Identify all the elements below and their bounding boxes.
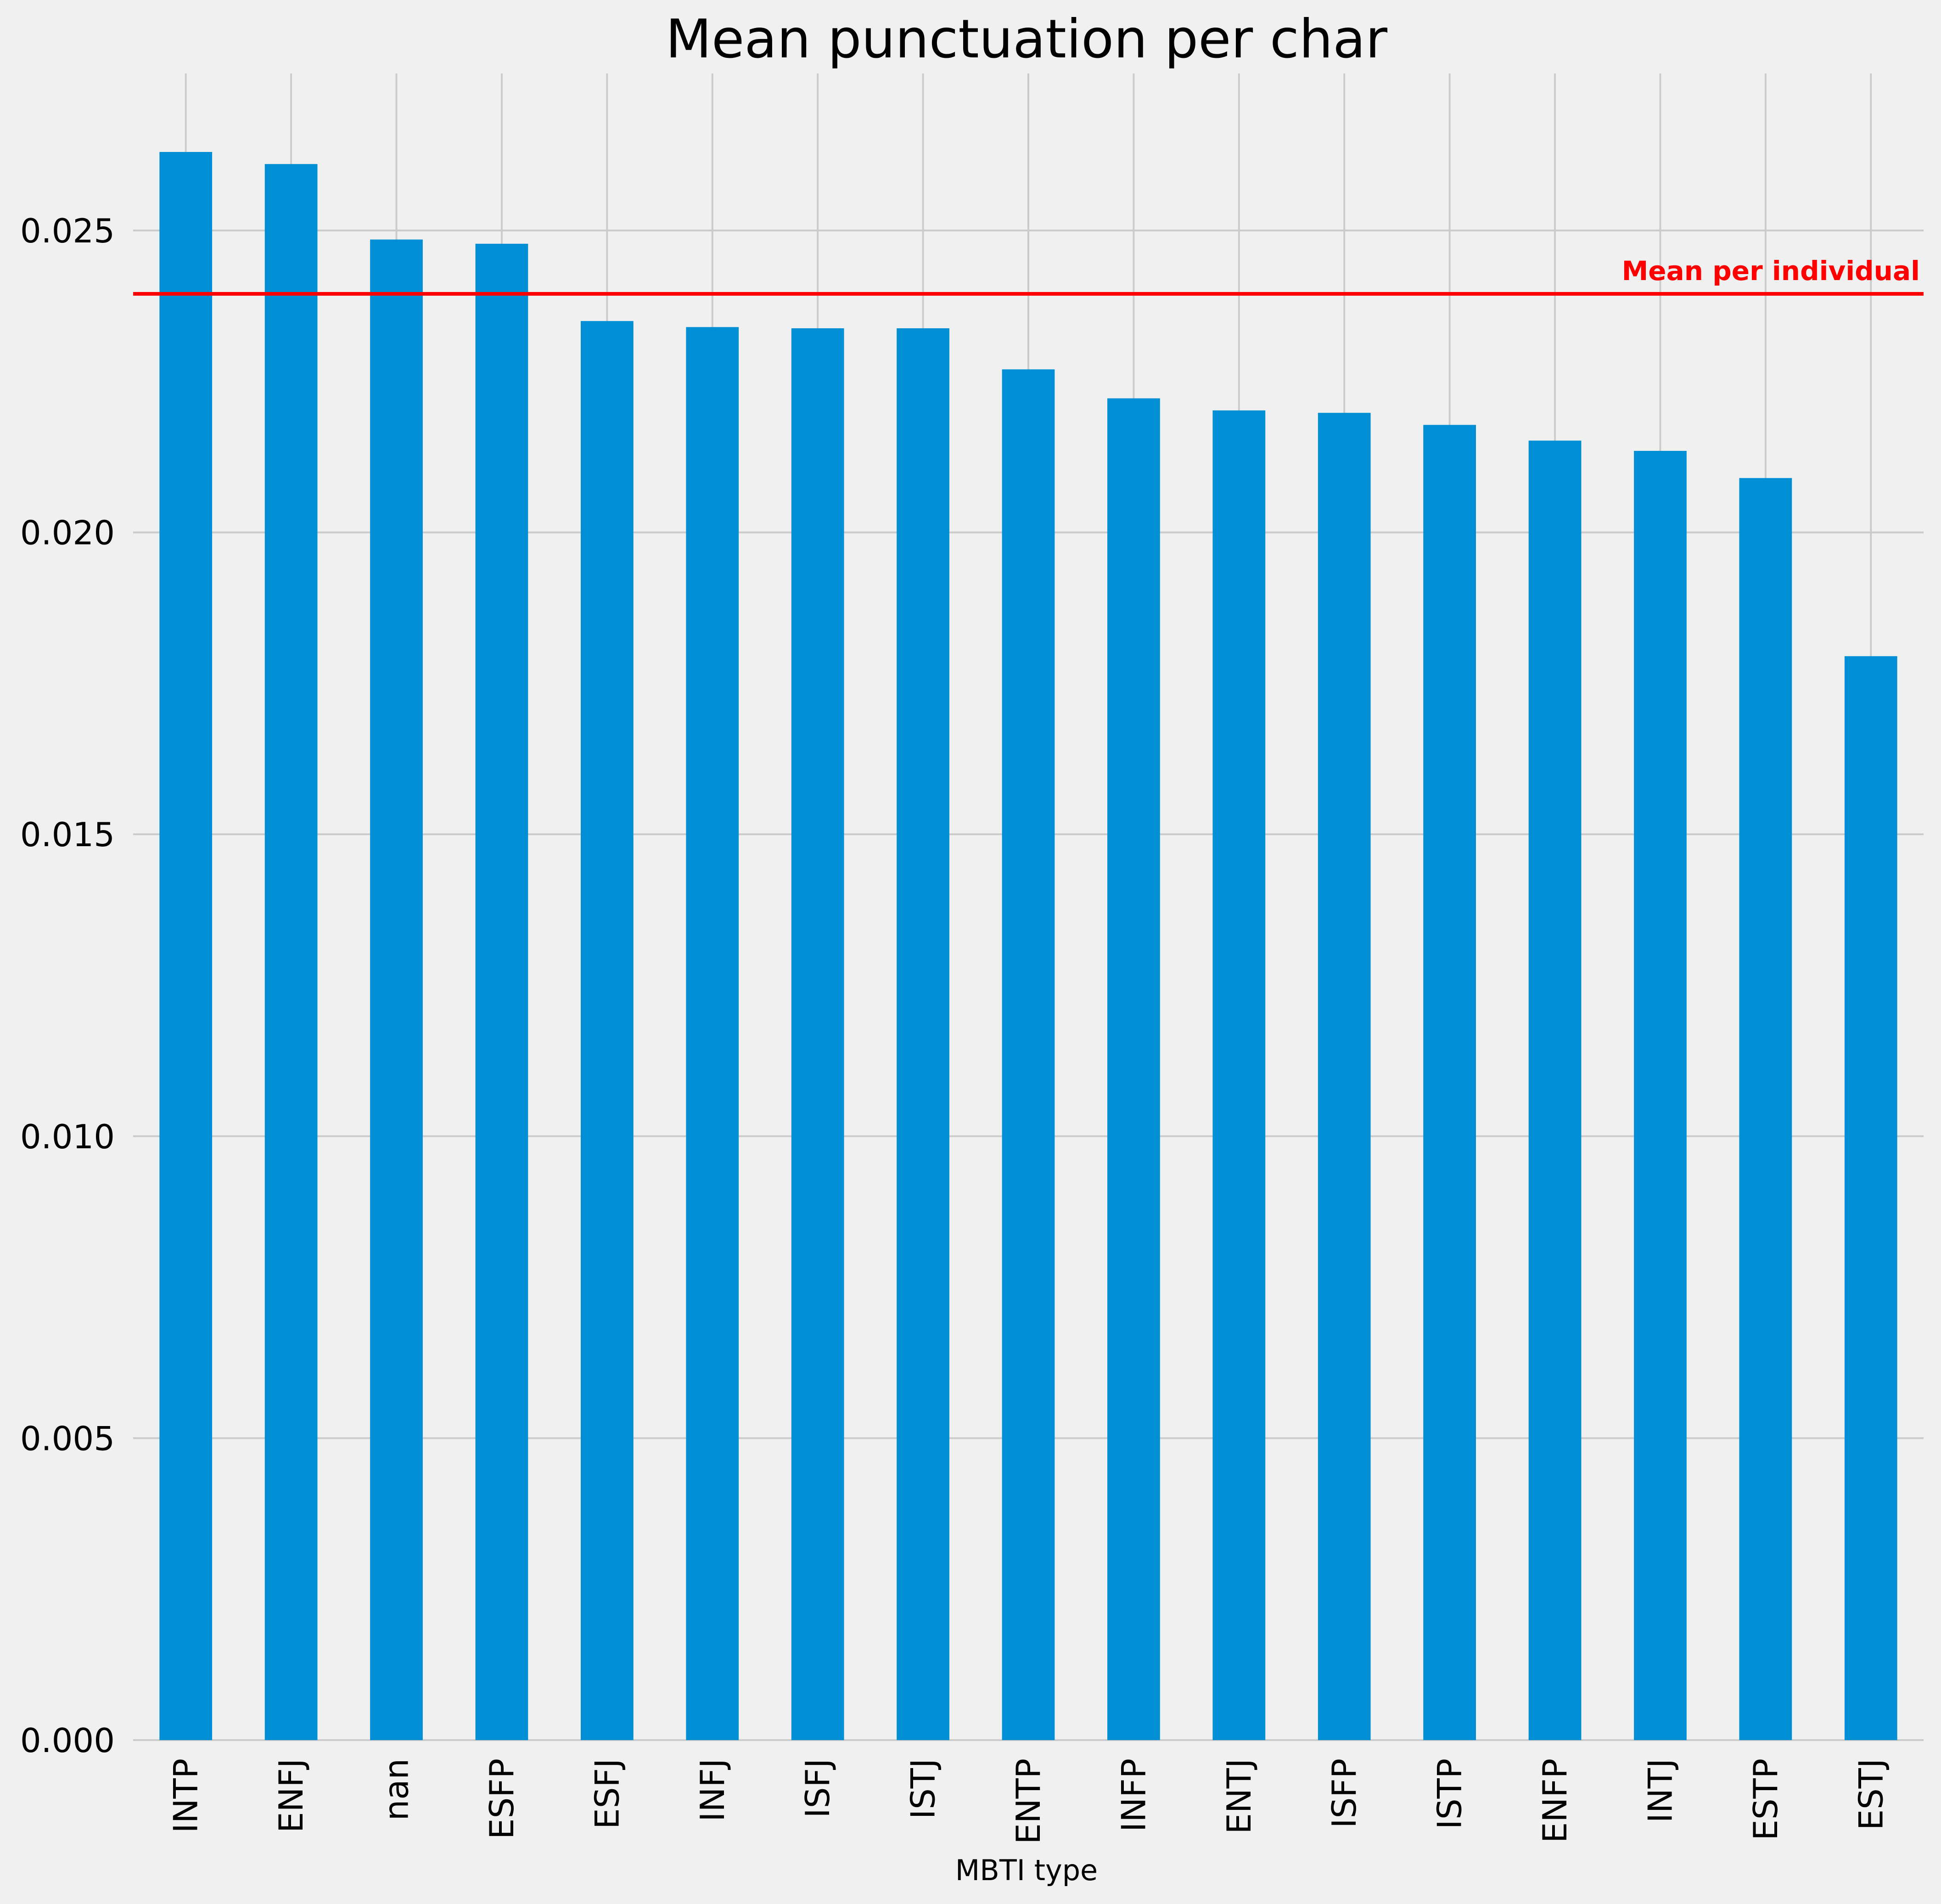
- bar-enfp: [1528, 440, 1582, 1741]
- x-tick-label: INTP: [167, 1758, 205, 1833]
- y-tick-label: 0.005: [20, 1419, 115, 1458]
- x-tick-label: ISTP: [1431, 1758, 1469, 1829]
- bar-estj: [1844, 656, 1897, 1740]
- bar-isfj: [791, 328, 844, 1740]
- tick-layer: 0.000 0.005 0.010 0.015 0.020 0.025 INTP ENFJ na…: [20, 212, 1890, 1844]
- y-tick-label: 0.000: [20, 1721, 115, 1760]
- bar-entj: [1212, 410, 1266, 1740]
- x-tick-label: ESFP: [482, 1758, 521, 1839]
- chart-title: Mean punctuation per char: [666, 8, 1387, 70]
- x-axis-label: MBTI type: [955, 1853, 1098, 1887]
- bar-estp: [1739, 478, 1792, 1740]
- bar-isfp: [1318, 413, 1371, 1741]
- bar-entp: [1002, 369, 1055, 1740]
- x-tick-label: ENTJ: [1220, 1758, 1258, 1834]
- y-tick-label: 0.025: [20, 212, 115, 250]
- x-tick-label: INTJ: [1641, 1758, 1679, 1823]
- x-tick-label: ISFP: [1325, 1758, 1363, 1828]
- bar-esfj: [581, 321, 634, 1740]
- x-tick-label: ENTP: [1009, 1758, 1048, 1844]
- bar-nan: [370, 239, 423, 1740]
- y-tick-label: 0.015: [20, 815, 115, 854]
- x-tick-label: ENFJ: [272, 1758, 310, 1833]
- bar-infj: [686, 327, 739, 1740]
- bar-enfj: [264, 164, 318, 1740]
- x-tick-label: ESTJ: [1851, 1758, 1890, 1830]
- bar-intj: [1634, 451, 1687, 1741]
- x-tick-label: INFJ: [693, 1758, 732, 1822]
- x-tick-label: nan: [377, 1758, 416, 1820]
- bar-layer: [159, 152, 1897, 1741]
- y-tick-label: 0.010: [20, 1118, 115, 1156]
- x-tick-label: ISFJ: [798, 1758, 837, 1818]
- x-tick-label: ESTP: [1746, 1758, 1785, 1841]
- x-tick-label: ISTJ: [904, 1758, 942, 1819]
- bar-esfp: [475, 243, 528, 1740]
- bar-istj: [897, 328, 949, 1740]
- x-tick-label: ESFJ: [588, 1758, 626, 1829]
- bar-istp: [1423, 425, 1476, 1740]
- mean-reference-label: Mean per individual: [1622, 255, 1920, 286]
- x-tick-label: INFP: [1114, 1758, 1153, 1832]
- reference-layer: Mean per individual: [133, 255, 1924, 296]
- bar-intp: [159, 152, 213, 1740]
- bar-infp: [1107, 398, 1160, 1741]
- y-tick-label: 0.020: [20, 514, 115, 552]
- x-tick-label: ENFP: [1536, 1758, 1574, 1843]
